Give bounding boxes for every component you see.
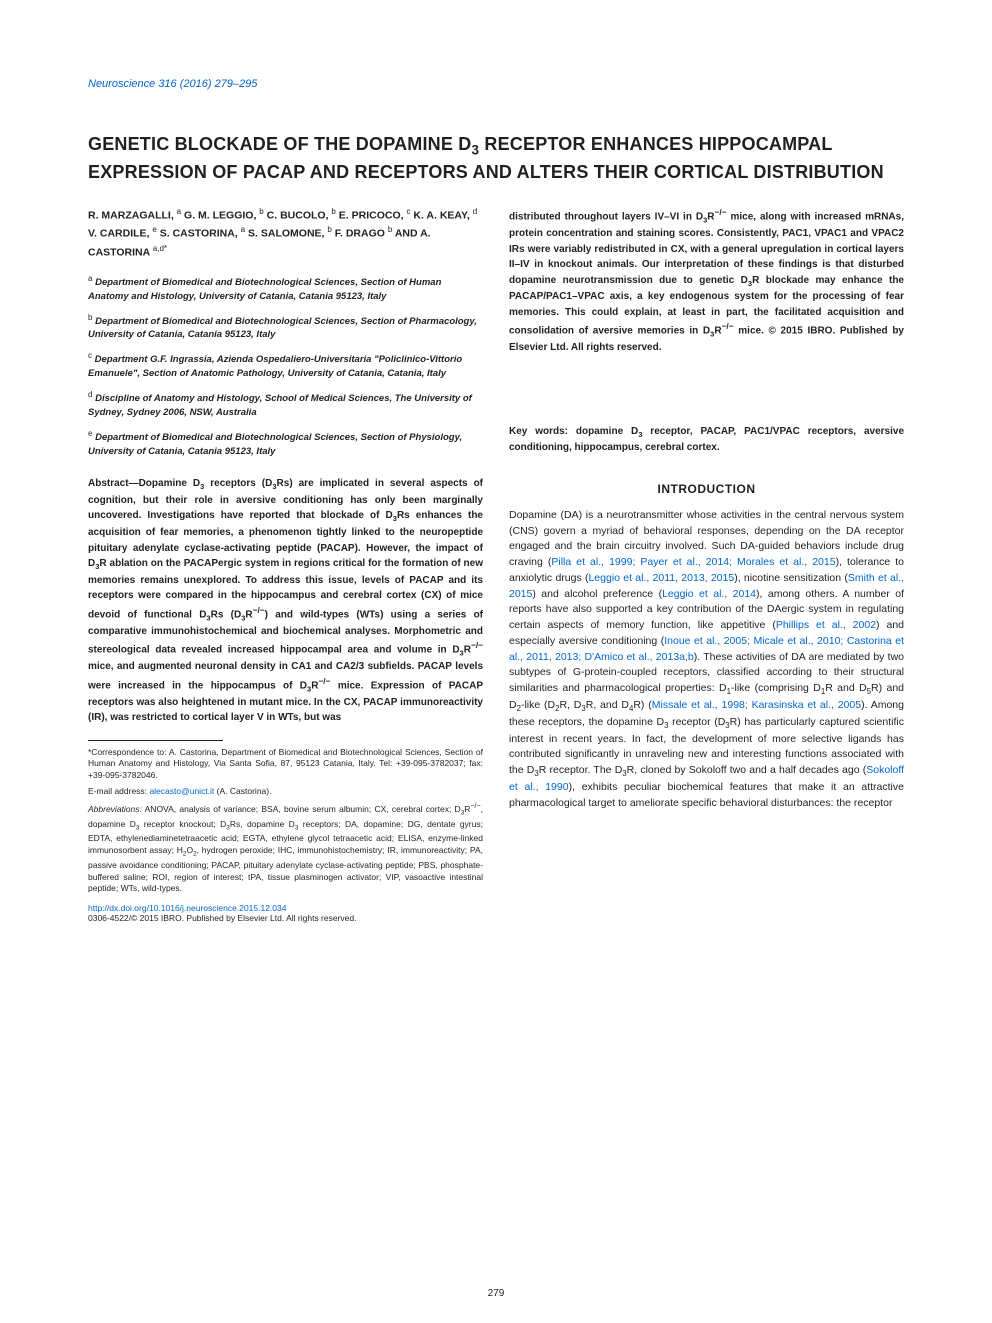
right-column: distributed throughout layers IV–VI in D… [509,206,904,925]
email-note: E-mail address: alecasto@unict.it (A. Ca… [88,786,483,798]
abstract-left: Abstract—Dopamine D3 receptors (D3Rs) ar… [88,476,483,725]
affiliation: e Department of Biomedical and Biotechno… [88,428,483,459]
affiliation: a Department of Biomedical and Biotechno… [88,273,483,304]
affiliation: d Discipline of Anatomy and Histology, S… [88,389,483,420]
title-text-1: GENETIC BLOCKADE OF THE DOPAMINE D [88,134,471,154]
abbrev-text: ANOVA, analysis of variance; BSA, bovine… [88,804,483,894]
author-list: R. MARZAGALLI, a G. M. LEGGIO, b C. BUCO… [88,206,483,261]
journal-reference: Neuroscience 316 (2016) 279–295 [88,78,904,90]
abbrev-label: Abbreviations: [88,804,142,814]
footnote-separator [88,740,223,741]
left-column: R. MARZAGALLI, a G. M. LEGGIO, b C. BUCO… [88,206,483,925]
copyright-line: 0306-4522/© 2015 IBRO. Published by Else… [88,913,483,924]
section-heading-introduction: INTRODUCTION [509,482,904,496]
article-title: GENETIC BLOCKADE OF THE DOPAMINE D3 RECE… [88,132,904,184]
introduction-body: Dopamine (DA) is a neurotransmitter whos… [509,508,904,812]
affiliation: c Department G.F. Ingrassia, Azienda Osp… [88,350,483,381]
correspondence-note: *Correspondence to: A. Castorina, Depart… [88,747,483,783]
affiliation: b Department of Biomedical and Biotechno… [88,312,483,343]
email-paren: (A. Castorina). [217,786,272,796]
keywords: Key words: dopamine D3 receptor, PACAP, … [509,424,904,456]
email-link[interactable]: alecasto@unict.it [149,786,214,796]
page-number: 279 [488,1288,505,1299]
email-label: E-mail address: [88,786,147,796]
abbreviations-note: Abbreviations: ANOVA, analysis of varian… [88,802,483,895]
abstract-right: distributed throughout layers IV–VI in D… [509,206,904,356]
doi-link[interactable]: http://dx.doi.org/10.1016/j.neuroscience… [88,903,483,913]
